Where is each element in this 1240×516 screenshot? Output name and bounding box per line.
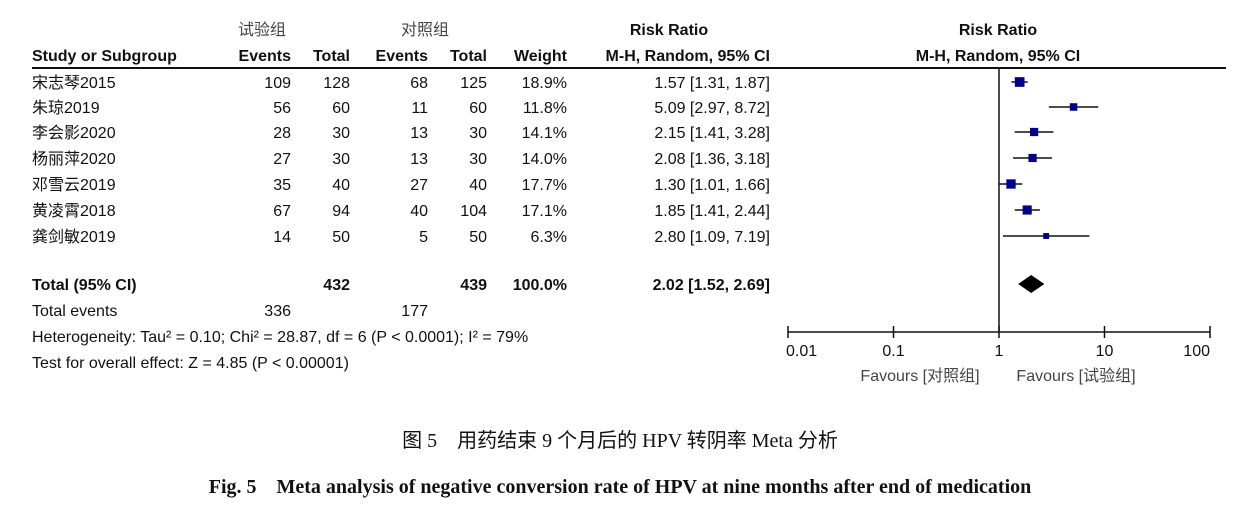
x-tick-label: 1 <box>995 343 1004 360</box>
cell-ctrl-events: 5 <box>419 229 428 246</box>
total-label: Total (95% CI) <box>32 277 137 294</box>
effect-marker <box>1029 127 1039 137</box>
total-events-label: Total events <box>32 303 117 320</box>
effect-marker <box>1043 233 1050 239</box>
cell-ctrl-events: 13 <box>410 125 428 142</box>
table-row: 李会影2020 28 30 13 30 14.1% 2.15 [1.41, 3.28] <box>32 124 770 142</box>
cell-ctrl-events: 68 <box>410 75 428 92</box>
favours-right: Favours [试验组] <box>1016 367 1135 385</box>
cell-ci-text: 1.57 [1.31, 1.87] <box>654 75 770 92</box>
cell-name: 杨丽萍2020 <box>32 150 116 168</box>
cell-exp-events: 109 <box>264 75 291 92</box>
plot-title: Risk Ratio <box>959 22 1037 39</box>
cell-weight: 14.0% <box>522 151 567 168</box>
ctrl-total-header: Total <box>450 48 487 65</box>
cell-exp-events: 28 <box>273 125 291 142</box>
cell-ctrl-total: 50 <box>469 229 487 246</box>
cell-ctrl-events: 40 <box>410 203 428 220</box>
cell-exp-total: 60 <box>332 100 350 117</box>
total-ctrl-total: 439 <box>460 277 487 294</box>
cell-weight: 6.3% <box>531 229 567 246</box>
pooled-diamond <box>1018 275 1045 293</box>
favours-left: Favours [对照组] <box>860 367 979 385</box>
cell-ctrl-total: 125 <box>460 75 487 92</box>
overall-effect: Test for overall effect: Z = 4.85 (P < 0… <box>32 355 349 372</box>
effect-marker <box>1006 179 1016 189</box>
table-row: 朱琼2019 56 60 11 60 11.8% 5.09 [2.97, 8.72] <box>32 99 770 117</box>
effect-marker <box>1069 103 1078 111</box>
cell-exp-total: 40 <box>332 177 350 194</box>
cell-ctrl-events: 11 <box>411 100 428 117</box>
cell-name: 李会影2020 <box>32 124 116 142</box>
cell-weight: 17.7% <box>522 177 567 194</box>
exp-events-header: Events <box>239 48 292 65</box>
cell-ci-text: 2.80 [1.09, 7.19] <box>654 229 770 246</box>
cell-exp-events: 27 <box>273 151 291 168</box>
cell-exp-total: 30 <box>332 151 350 168</box>
effect-marker <box>1028 153 1037 163</box>
caption-zh: 图 5 用药结束 9 个月后的 HPV 转阴率 Meta 分析 <box>402 429 838 452</box>
cell-ctrl-events: 27 <box>410 177 428 194</box>
cell-weight: 11.8% <box>523 100 567 117</box>
cell-weight: 18.9% <box>522 75 567 92</box>
table-row: 龚剑敏2019 14 50 5 50 6.3% 2.80 [1.09, 7.19] <box>32 228 770 246</box>
caption-en: Fig. 5 Meta analysis of negative convers… <box>209 476 1032 498</box>
cell-exp-events: 14 <box>273 229 291 246</box>
cell-ci-text: 5.09 [2.97, 8.72] <box>654 100 770 117</box>
cell-weight: 17.1% <box>522 203 567 220</box>
cell-ctrl-total: 30 <box>469 125 487 142</box>
cell-name: 宋志琴2015 <box>32 74 116 92</box>
cell-weight: 14.1% <box>522 125 567 142</box>
cell-exp-total: 50 <box>332 229 350 246</box>
exp-group-header: 试验组 <box>238 21 286 39</box>
exp-total-header: Total <box>313 48 350 65</box>
cell-exp-total: 94 <box>332 203 350 220</box>
cell-ctrl-total: 60 <box>469 100 487 117</box>
table-row: 黄凌霄2018 67 94 40 104 17.1% 1.85 [1.41, 2.44] <box>32 202 770 220</box>
study-header: Study or Subgroup <box>32 48 177 65</box>
cell-exp-total: 128 <box>323 75 350 92</box>
cell-exp-total: 30 <box>332 125 350 142</box>
cell-ctrl-total: 30 <box>469 151 487 168</box>
method-header: M-H, Random, 95% CI <box>606 48 770 65</box>
ctrl-events-header: Events <box>376 48 429 65</box>
cell-name: 邓雪云2019 <box>32 176 116 194</box>
table-row: 宋志琴2015 109 128 68 125 18.9% 1.57 [1.31, 1.87] <box>32 74 770 92</box>
cell-ctrl-total: 40 <box>469 177 487 194</box>
effect-marker <box>1022 205 1032 215</box>
cell-exp-events: 67 <box>273 203 291 220</box>
total-exp-total: 432 <box>323 277 350 294</box>
cell-ci-text: 2.15 [1.41, 3.28] <box>654 125 770 142</box>
cell-exp-events: 56 <box>273 100 291 117</box>
plot-method: M-H, Random, 95% CI <box>916 48 1080 65</box>
cell-name: 朱琼2019 <box>32 99 100 117</box>
x-tick-label: 0.01 <box>786 343 817 360</box>
cell-name: 黄凌霄2018 <box>32 202 116 220</box>
heterogeneity: Heterogeneity: Tau² = 0.10; Chi² = 28.87… <box>32 329 528 346</box>
cell-ci-text: 2.08 [1.36, 3.18] <box>654 151 770 168</box>
cell-name: 龚剑敏2019 <box>32 228 116 246</box>
total-weight: 100.0% <box>513 277 567 294</box>
total-events-ctrl: 177 <box>401 303 428 320</box>
weight-header: Weight <box>514 48 568 65</box>
x-tick-label: 100 <box>1183 343 1210 360</box>
cell-ci-text: 1.30 [1.01, 1.66] <box>654 177 770 194</box>
total-events-exp: 336 <box>264 303 291 320</box>
x-tick-label: 0.1 <box>882 343 904 360</box>
table-row: 邓雪云2019 35 40 27 40 17.7% 1.30 [1.01, 1.66] <box>32 176 770 194</box>
rr-header: Risk Ratio <box>630 22 708 39</box>
cell-ci-text: 1.85 [1.41, 2.44] <box>654 203 770 220</box>
ctrl-group-header: 对照组 <box>401 21 449 39</box>
cell-exp-events: 35 <box>273 177 291 194</box>
effect-marker <box>1014 77 1025 87</box>
cell-ctrl-total: 104 <box>460 203 487 220</box>
cell-ctrl-events: 13 <box>410 151 428 168</box>
table-row: 杨丽萍2020 27 30 13 30 14.0% 2.08 [1.36, 3.18] <box>32 150 770 168</box>
total-ci: 2.02 [1.52, 2.69] <box>653 277 770 294</box>
x-tick-label: 10 <box>1096 343 1114 360</box>
